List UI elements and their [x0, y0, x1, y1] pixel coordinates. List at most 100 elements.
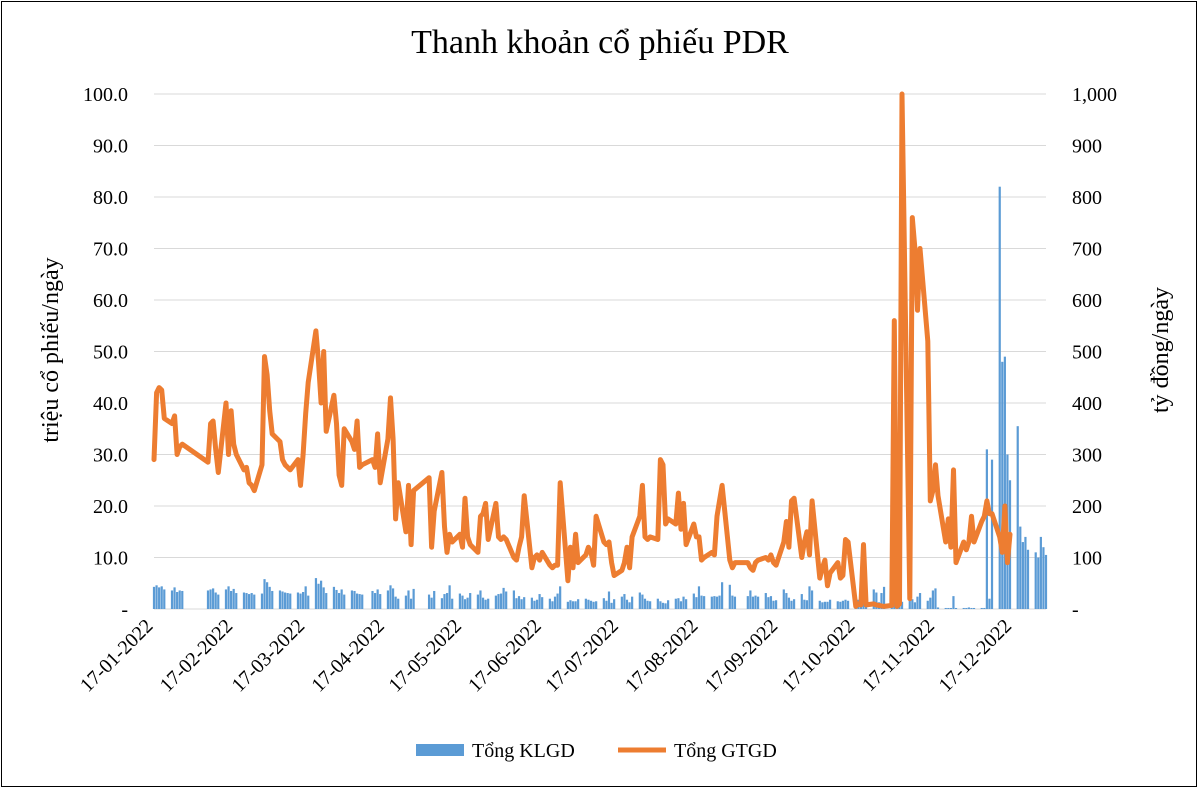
left-tick-label: 20.0: [93, 496, 128, 518]
klgd-bar: [954, 607, 958, 609]
klgd-bar: [607, 591, 611, 609]
klgd-bar: [944, 607, 947, 609]
klgd-bar: [260, 593, 264, 609]
left-tick-label: 60.0: [93, 290, 128, 312]
klgd-bar: [325, 593, 328, 609]
klgd-bar: [836, 601, 839, 609]
klgd-bar: [988, 598, 991, 609]
klgd-bar: [322, 587, 325, 609]
klgd-bar: [731, 595, 734, 609]
klgd-bar: [980, 607, 983, 609]
klgd-bar: [638, 592, 641, 609]
klgd-bar: [667, 600, 670, 609]
klgd-bar: [314, 578, 318, 609]
klgd-bar: [170, 590, 174, 609]
klgd-bar: [458, 593, 462, 609]
klgd-bar: [1034, 552, 1037, 609]
legend-label-gtgd: Tổng GTGD: [674, 740, 777, 762]
klgd-bar: [227, 586, 230, 609]
klgd-bar: [181, 590, 184, 609]
right-tick-label: 600: [1072, 290, 1102, 312]
klgd-bar: [371, 590, 374, 609]
klgd-bar: [319, 580, 323, 609]
klgd-bar: [517, 596, 521, 609]
klgd-bar: [553, 596, 557, 609]
x-tick-label: 17-10-2022: [778, 615, 860, 697]
klgd-bar: [602, 598, 605, 609]
klgd-bar: [551, 601, 554, 609]
klgd-bar: [713, 596, 716, 609]
klgd-bar: [152, 586, 156, 609]
klgd-bar: [541, 597, 544, 609]
klgd-bar: [278, 590, 282, 609]
klgd-bar: [785, 593, 788, 609]
klgd-bar: [613, 599, 616, 609]
right-tick-label: 500: [1072, 342, 1102, 364]
x-tick-label: 17-08-2022: [621, 615, 703, 697]
klgd-bar: [782, 589, 785, 609]
klgd-bar: [911, 599, 914, 609]
klgd-bar: [970, 607, 973, 609]
klgd-bar: [559, 586, 562, 609]
x-tick-label: 17-02-2022: [156, 615, 238, 697]
klgd-bar: [463, 599, 467, 609]
klgd-bar: [844, 599, 847, 609]
left-tick-label: 70.0: [93, 239, 128, 261]
klgd-bar: [404, 595, 408, 609]
klgd-bar: [520, 599, 523, 609]
klgd-bar: [800, 594, 803, 609]
klgd-bar: [376, 589, 379, 609]
klgd-bar: [250, 593, 253, 609]
klgd-bar: [440, 598, 444, 609]
klgd-bar: [353, 590, 356, 609]
right-tick-label: 800: [1072, 187, 1102, 209]
klgd-bar: [659, 601, 662, 609]
klgd-bar: [674, 598, 677, 609]
klgd-bar: [209, 589, 212, 609]
klgd-bar: [605, 600, 608, 609]
klgd-bar: [158, 587, 161, 609]
x-axis-ticks: 17-01-202217-02-202217-03-202217-04-2022…: [76, 615, 1016, 697]
klgd-bar: [445, 593, 449, 609]
klgd-bar: [574, 601, 577, 609]
klgd-bar: [718, 595, 721, 609]
klgd-bar: [983, 607, 986, 609]
klgd-bar: [481, 597, 485, 609]
klgd-bar: [476, 594, 479, 609]
klgd-bar: [515, 598, 518, 609]
klgd-bar: [649, 601, 652, 609]
klgd-bar: [296, 592, 300, 609]
klgd-bar: [646, 600, 649, 609]
klgd-bar: [499, 593, 503, 609]
klgd-bar: [173, 587, 176, 609]
klgd-bar: [595, 601, 598, 609]
klgd-bar: [358, 594, 361, 609]
right-tick-label: 700: [1072, 239, 1102, 261]
klgd-bar: [178, 590, 181, 609]
klgd-bar: [764, 593, 767, 609]
klgd-bar: [484, 599, 487, 609]
klgd-bar: [479, 590, 482, 609]
right-axis-ticks: - 100 200 300 400 500 600 700 800 900 1,000: [1072, 84, 1117, 621]
klgd-bar: [810, 590, 814, 609]
klgd-bar: [502, 587, 505, 609]
klgd-bar: [1037, 557, 1040, 609]
klgd-bar: [253, 594, 256, 609]
klgd-bar: [301, 592, 305, 609]
klgd-bar: [749, 590, 752, 609]
klgd-bar: [505, 591, 508, 609]
klgd-bar: [487, 598, 490, 609]
klgd-bar: [908, 600, 911, 609]
x-tick-label: 17-09-2022: [701, 615, 783, 697]
left-tick-label: 80.0: [93, 187, 128, 209]
left-tick-label: 40.0: [93, 393, 128, 415]
x-tick-label: 17-11-2022: [858, 615, 939, 696]
klgd-bar: [839, 601, 842, 609]
x-tick-label: 17-03-2022: [228, 615, 310, 697]
klgd-bar: [965, 607, 968, 609]
klgd-bar: [695, 597, 698, 609]
klgd-bar: [772, 600, 775, 609]
klgd-bar: [875, 592, 878, 609]
